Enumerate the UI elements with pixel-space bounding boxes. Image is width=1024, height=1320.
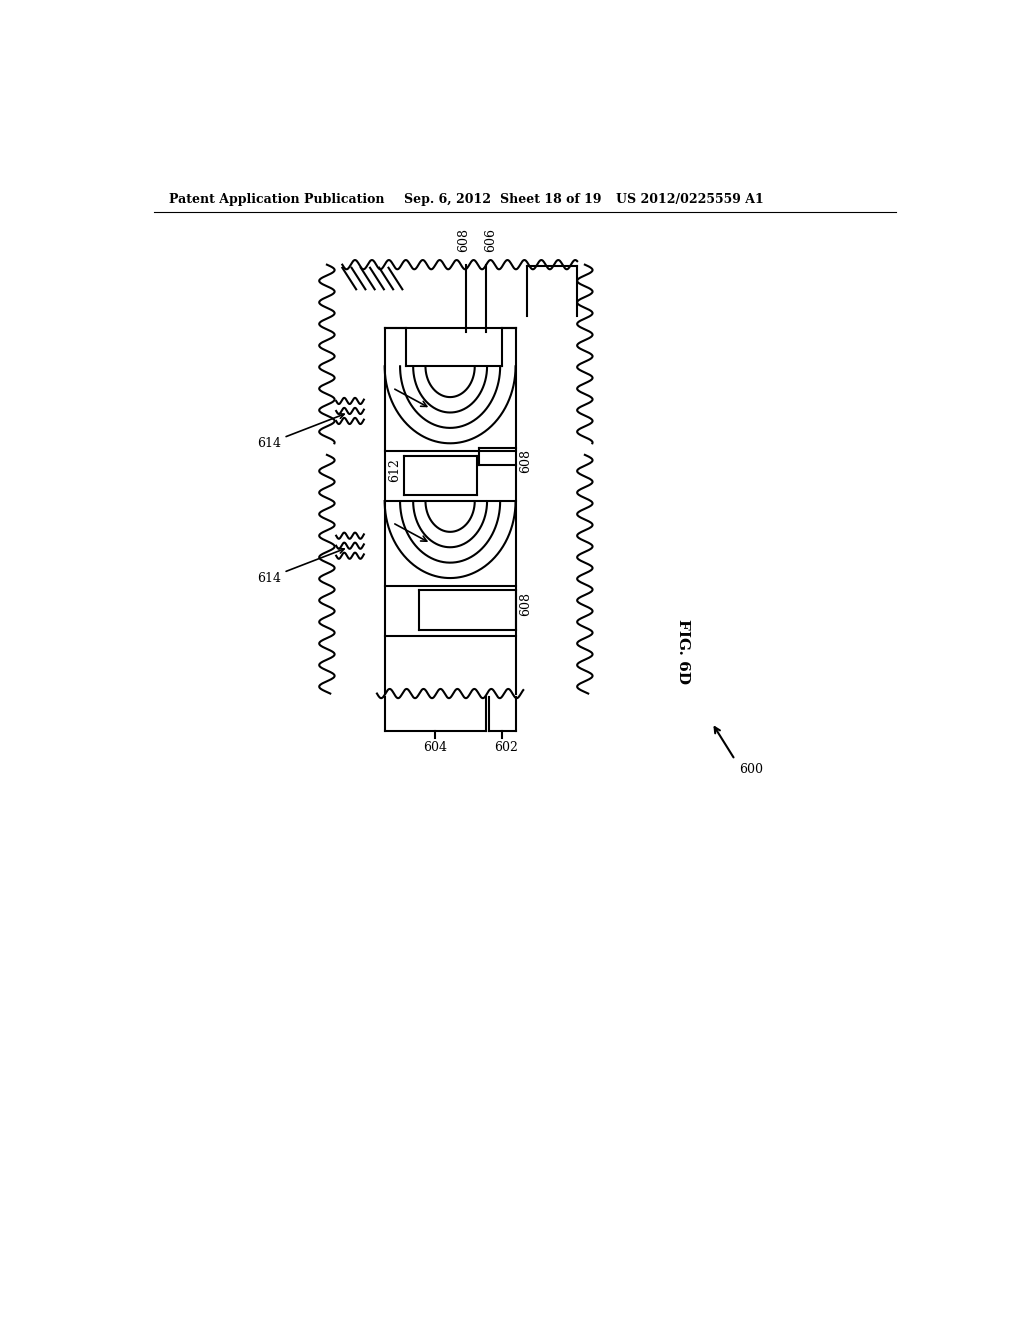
Text: Sep. 6, 2012: Sep. 6, 2012	[403, 193, 490, 206]
Text: 606: 606	[484, 228, 498, 252]
Text: 614: 614	[257, 548, 344, 585]
Text: 608: 608	[457, 228, 470, 252]
Text: 602: 602	[494, 742, 518, 754]
Text: 608: 608	[518, 591, 531, 616]
Text: 608: 608	[518, 449, 531, 474]
Text: 612: 612	[388, 458, 401, 482]
Text: Sheet 18 of 19: Sheet 18 of 19	[500, 193, 602, 206]
Text: FIG. 6D: FIG. 6D	[677, 619, 690, 684]
Text: US 2012/0225559 A1: US 2012/0225559 A1	[615, 193, 764, 206]
Text: Patent Application Publication: Patent Application Publication	[169, 193, 385, 206]
Text: 600: 600	[739, 763, 763, 776]
Text: 614: 614	[257, 413, 344, 450]
Text: 604: 604	[423, 742, 447, 754]
